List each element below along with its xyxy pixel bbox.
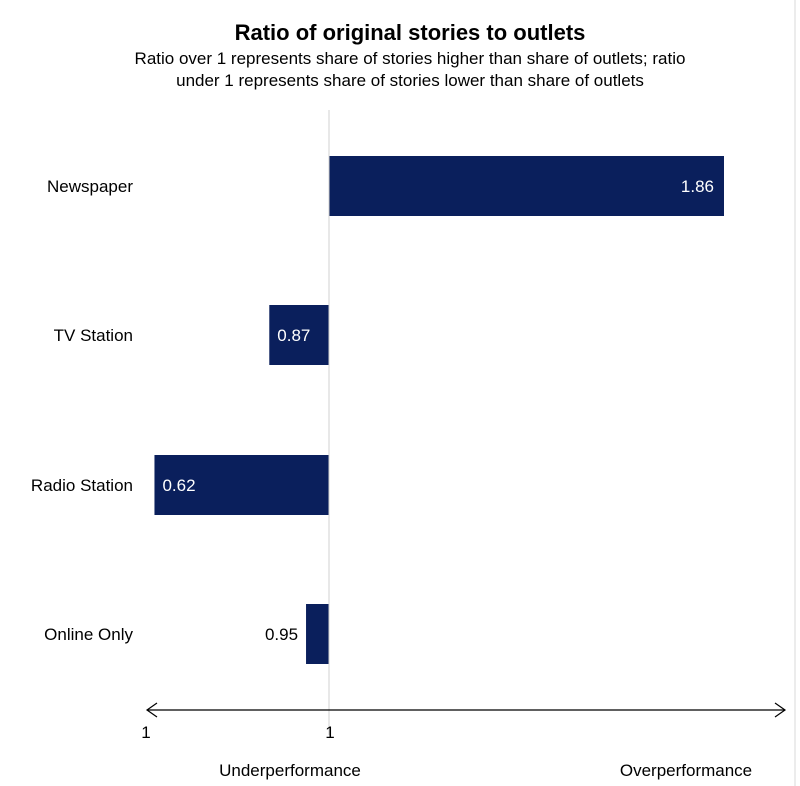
bar-value-label: 0.62 (162, 476, 195, 495)
chart-subtitle-line-1: Ratio over 1 represents share of stories… (135, 49, 686, 68)
category-label: Newspaper (47, 177, 133, 196)
bar (269, 305, 329, 365)
underperformance-label: Underperformance (219, 761, 361, 780)
bar (329, 156, 724, 216)
overperformance-label: Overperformance (620, 761, 752, 780)
bar-value-label: 1.86 (681, 177, 714, 196)
category-label: Online Only (44, 625, 133, 644)
category-label: Radio Station (31, 476, 133, 495)
arrow-right-icon (774, 702, 787, 718)
bar (306, 604, 329, 664)
category-label: TV Station (54, 326, 133, 345)
bar-value-label: 0.95 (265, 625, 298, 644)
bar-value-label: 0.87 (277, 326, 310, 345)
arrow-left-icon (145, 702, 158, 718)
chart-subtitle-line-2: under 1 represents share of stories lowe… (176, 71, 644, 90)
bars-layer: Newspaper 1.86 TV Station 0.87 Radio Station… (31, 156, 724, 664)
x-axis-arrow (145, 702, 787, 718)
x-tick-label-left: 1 (141, 723, 150, 742)
chart-title: Ratio of original stories to outlets (235, 20, 586, 45)
bar (154, 455, 329, 515)
x-tick-label-baseline: 1 (325, 723, 334, 742)
